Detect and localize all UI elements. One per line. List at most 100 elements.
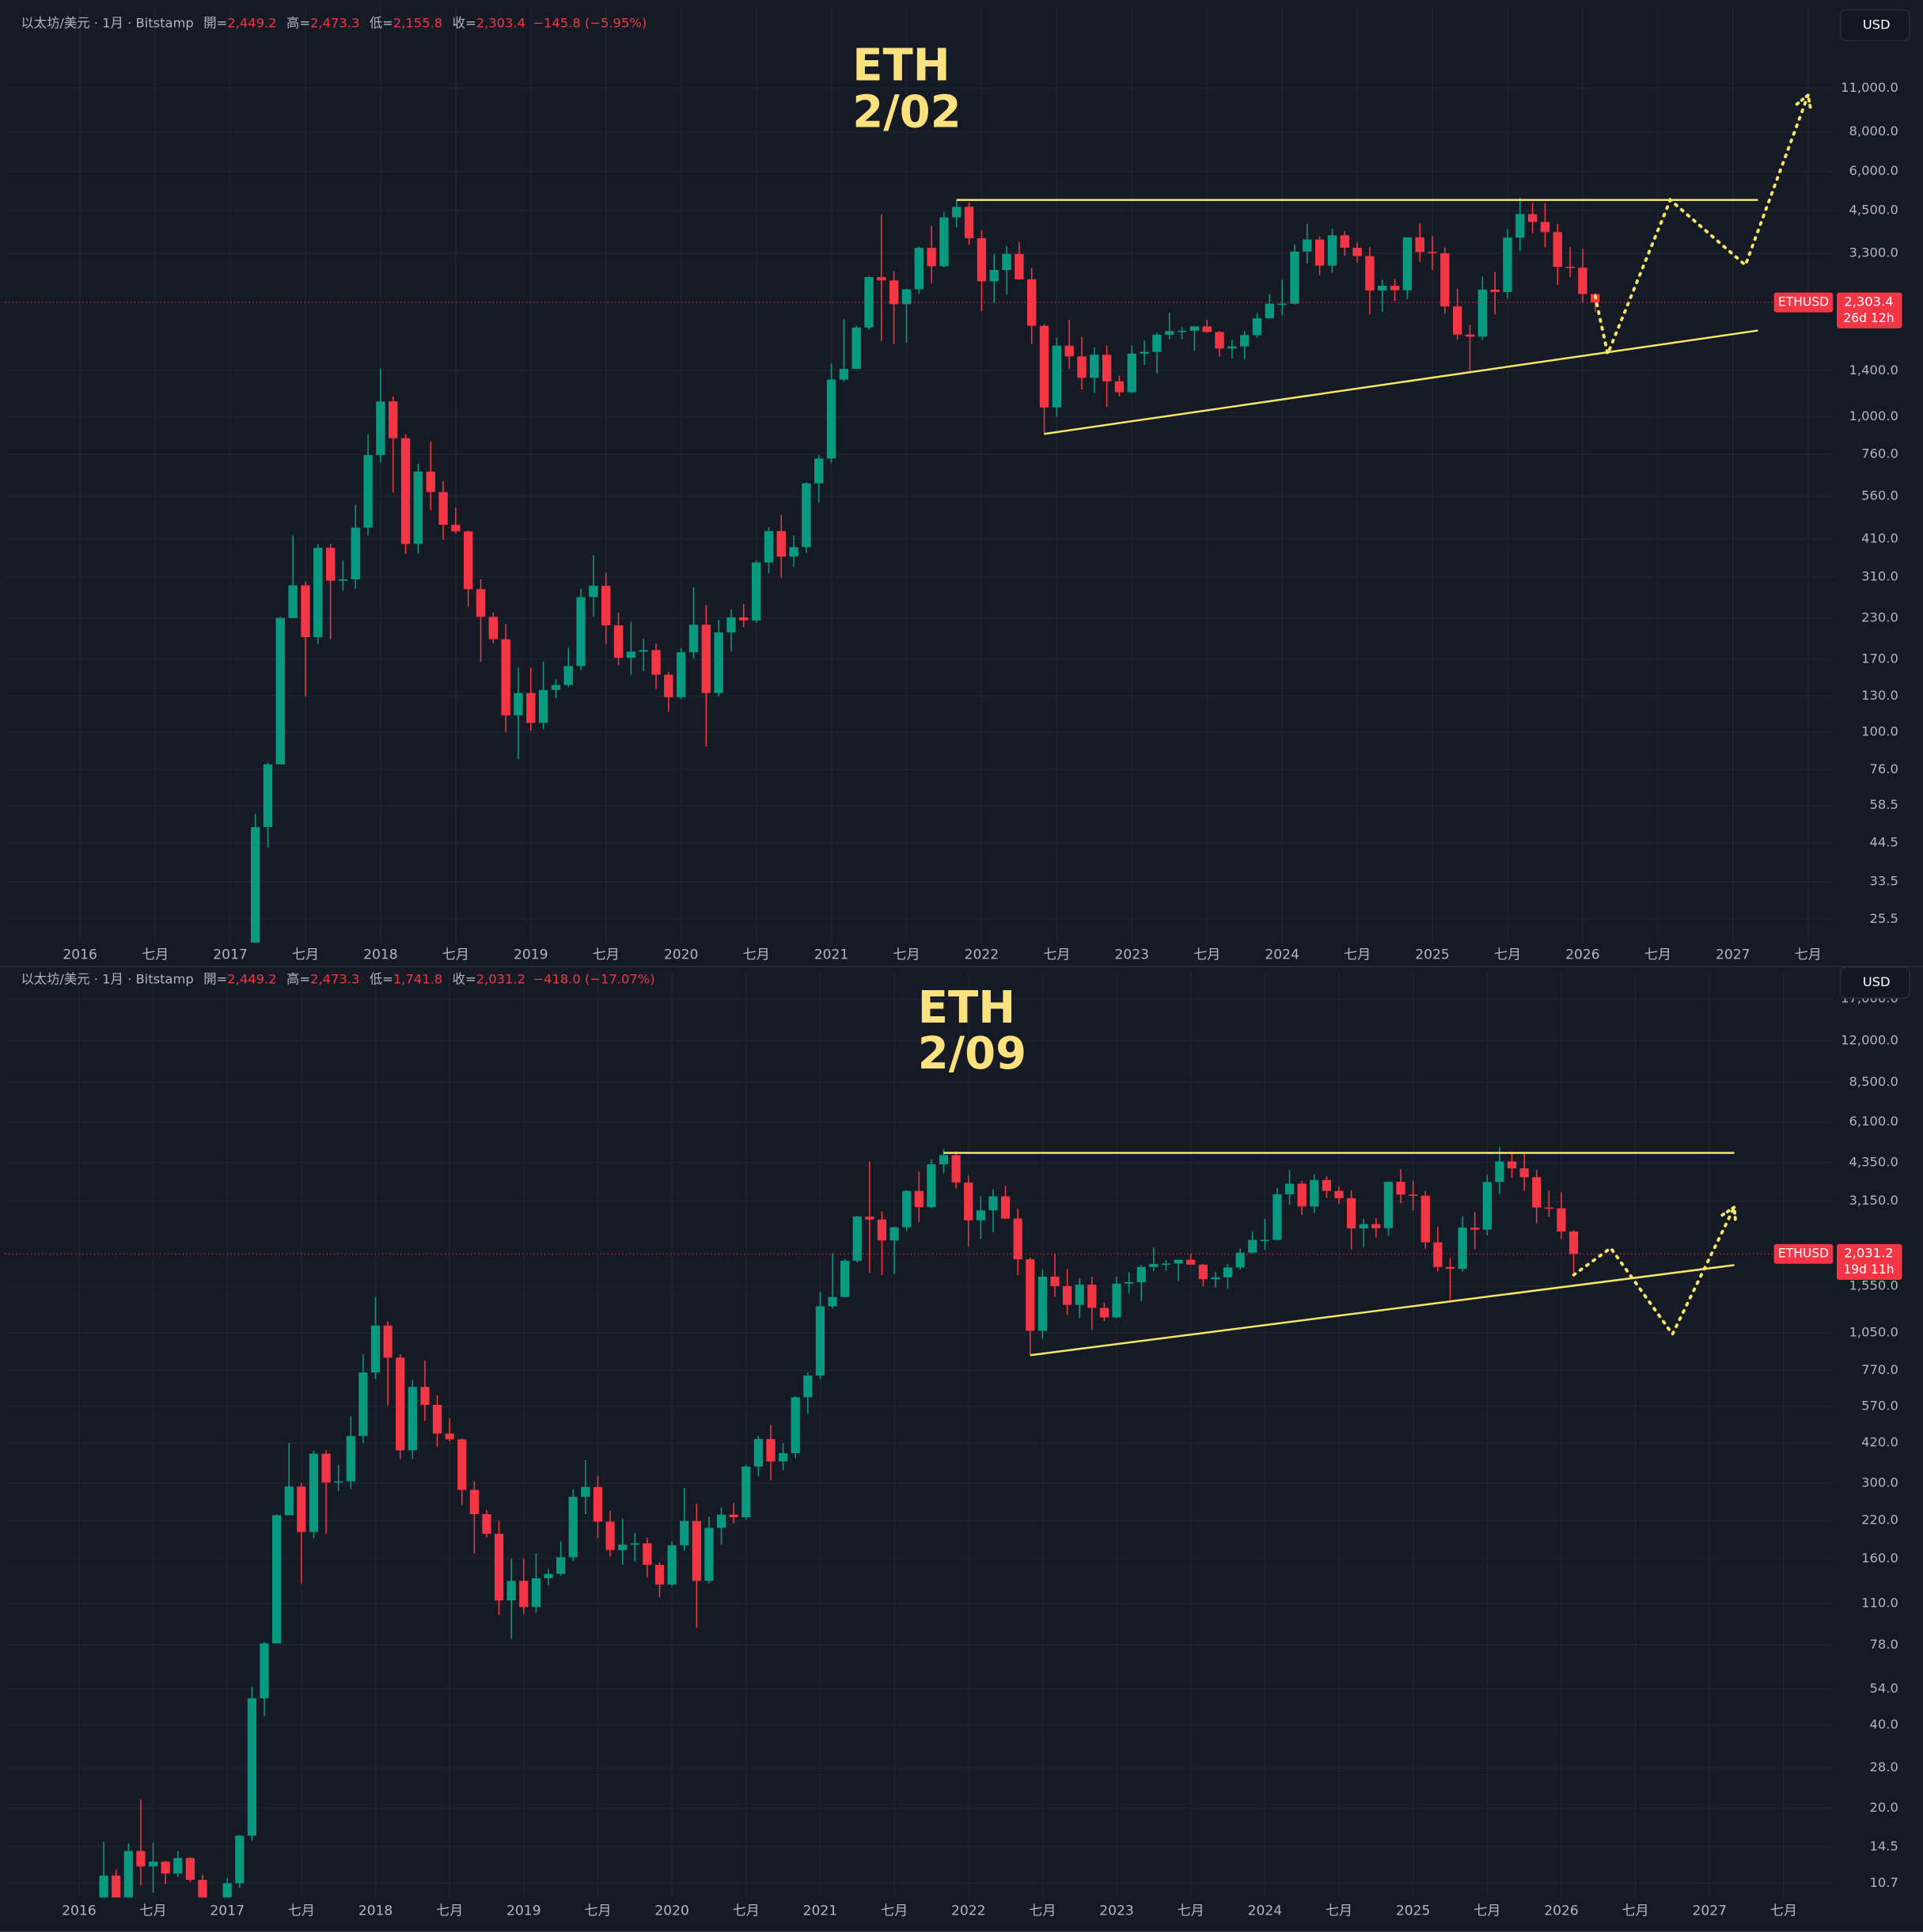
candle-body <box>877 1219 887 1241</box>
candle-body <box>488 617 499 640</box>
x-tick-label: 2020 <box>654 1903 689 1919</box>
candle-body <box>1062 1285 1072 1305</box>
candle-body <box>1482 1182 1492 1230</box>
currency-button[interactable]: USD <box>1863 974 1891 989</box>
y-tick-label: 33.5 <box>1870 874 1898 889</box>
field-label: 低= <box>370 971 393 986</box>
candle-body <box>531 1578 541 1607</box>
candle-body <box>964 207 974 238</box>
candle-body <box>1087 1285 1097 1308</box>
chart-header: 以太坊/美元 · 1月 · Bitstamp 開=2,449.2 高=2,473.3… <box>21 971 654 986</box>
chart-panel: 2016 七月 2017 七月 2018 七月 2019 七月 2020 七月 2021 七月 2022… <box>0 966 1923 1932</box>
y-tick-label: 58.5 <box>1870 797 1898 812</box>
chart-panel: 2016 七月 2017 七月 2018 七月 2019 七月 2020 七月 2021 七月 2022… <box>0 0 1923 968</box>
annotation-text: 2/02 <box>852 86 961 138</box>
y-tick-label: 28.0 <box>1870 1759 1898 1774</box>
y-tick-label: 770.0 <box>1861 1362 1898 1377</box>
x-tick-label: 2021 <box>814 947 849 962</box>
x-tick-label: 七月 <box>593 947 620 962</box>
y-tick-label: 12,000.0 <box>1841 1033 1898 1048</box>
candle-body <box>519 1581 529 1607</box>
candle-body <box>753 1439 763 1467</box>
x-tick-label: 七月 <box>442 947 469 962</box>
candle-body <box>1532 1177 1542 1208</box>
candle-body <box>482 1514 491 1534</box>
candle-body <box>654 1565 665 1585</box>
candle-body <box>334 1481 343 1483</box>
candle-body <box>865 1217 874 1220</box>
price-tag-bg <box>1837 1243 1902 1280</box>
y-tick-label: 8,000.0 <box>1849 123 1898 139</box>
x-tick-label: 七月 <box>142 947 169 962</box>
candle-body <box>123 1850 133 1898</box>
field-label: 開= <box>203 15 227 30</box>
candle-body <box>1440 252 1450 307</box>
candle-body <box>400 438 411 545</box>
candle-body <box>939 1155 949 1165</box>
y-tick-label: 310.0 <box>1861 569 1898 584</box>
y-tick-label: 170.0 <box>1861 651 1898 666</box>
field-label: 高= <box>286 971 310 986</box>
candle-body <box>828 1296 837 1307</box>
candle-body <box>630 1543 639 1545</box>
candle-body <box>1334 1190 1344 1198</box>
candle-body <box>1227 346 1237 349</box>
plot-area <box>250 197 1600 943</box>
candle-body <box>1322 1179 1332 1191</box>
candle-body <box>351 527 360 579</box>
candle-body <box>501 639 510 715</box>
candle-body <box>1252 318 1262 336</box>
candle-body <box>1039 325 1049 408</box>
candle-body <box>864 277 874 328</box>
candle-body <box>363 454 373 528</box>
candle-body <box>1000 1196 1011 1219</box>
currency-button[interactable]: USD <box>1863 17 1891 32</box>
candle-body <box>643 1543 652 1566</box>
candle-body <box>1050 1277 1060 1286</box>
candle-body <box>297 1486 306 1532</box>
candle-body <box>1064 345 1074 357</box>
candle-body <box>902 1190 912 1228</box>
x-tick-label: 2024 <box>1265 947 1299 962</box>
candle-body <box>563 666 573 685</box>
candle-body <box>1127 353 1136 393</box>
x-tick-label: 七月 <box>1494 947 1521 962</box>
candle-body <box>852 327 861 370</box>
candle-body <box>889 280 899 305</box>
y-tick-label: 8,500.0 <box>1849 1074 1898 1089</box>
x-tick-label: 七月 <box>742 947 769 962</box>
x-tick-label: 2021 <box>803 1903 838 1919</box>
candle-body <box>1553 232 1562 267</box>
candle-body <box>1052 345 1062 408</box>
candle-body <box>1248 1239 1257 1253</box>
candle-body <box>989 270 999 282</box>
price-tag-symbol: ETHUSD <box>1778 1247 1829 1261</box>
candle-body <box>1420 1195 1430 1243</box>
x-tick-label: 2017 <box>213 947 248 962</box>
candle-body <box>664 674 673 697</box>
y-tick-label: 54.0 <box>1870 1681 1898 1696</box>
candle-body <box>358 1372 368 1437</box>
candle-body <box>136 1850 146 1867</box>
field-label: 高= <box>286 15 310 30</box>
candle-body <box>1359 1224 1368 1228</box>
x-tick-label: 七月 <box>1795 947 1822 962</box>
candle-body <box>1477 289 1488 337</box>
candle-body <box>1507 1161 1517 1169</box>
candle-body <box>1265 303 1275 319</box>
candle-body <box>605 1521 615 1551</box>
x-tick-label: 七月 <box>1029 1903 1056 1919</box>
candle-body <box>977 237 987 282</box>
candle-body <box>1310 1179 1319 1207</box>
panel-background <box>0 0 1923 967</box>
candle-body <box>1140 351 1149 354</box>
candle-body <box>852 1217 862 1261</box>
x-tick-label: 2024 <box>1248 1903 1283 1919</box>
y-tick-label: 560.0 <box>1861 488 1898 503</box>
change: −145.8 (−5.95%) <box>533 15 647 30</box>
candle-body <box>802 483 811 548</box>
candle-body <box>506 1581 516 1601</box>
candle-body <box>1503 237 1512 292</box>
candle-body <box>1125 1281 1134 1284</box>
candle-body <box>463 531 473 590</box>
